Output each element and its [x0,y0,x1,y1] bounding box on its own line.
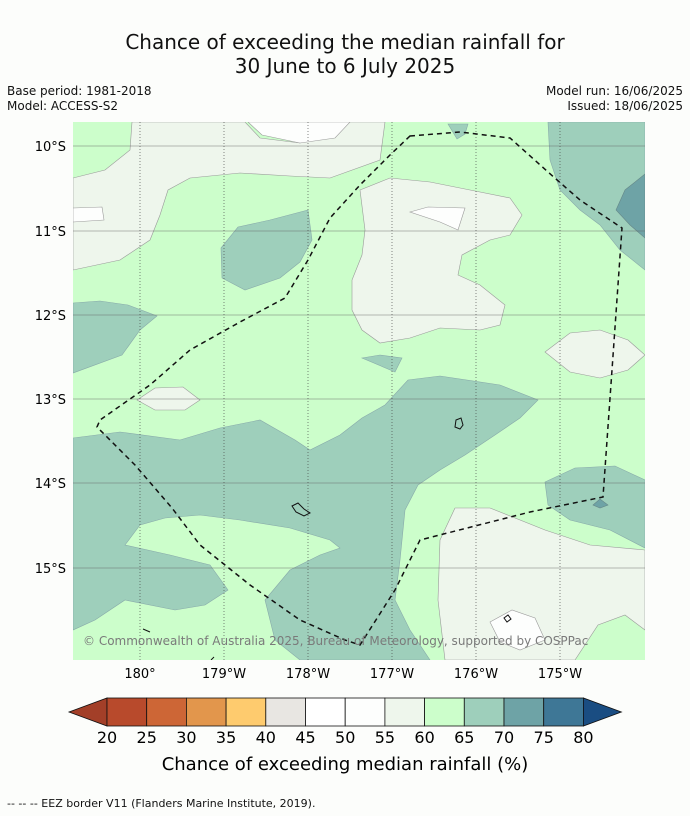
island-icon [291,502,311,517]
base-period: Base period: 1981-2018 [7,84,152,98]
island-icon [503,614,512,623]
model-name: Model: ACCESS-S2 [7,99,119,113]
lon-label: 179°W [202,667,246,682]
region-50-55-north-a [247,122,351,144]
eez-border [96,131,623,646]
colorbar-tick-label: 80 [573,728,593,747]
map-figure: © Commonwealth of Australia 2025, Bureau… [35,122,645,775]
island-icon [142,628,151,633]
colorbar-tick-label: 70 [494,728,514,747]
region-70-75-northeast [615,173,645,239]
lat-label: 13°S [35,393,66,408]
colorbar-segment [225,697,267,727]
lon-label: 178°W [286,667,330,682]
region-65-70-north-blob [220,209,313,291]
colorbar: 20 25 30 35 40 45 50 55 60 65 70 75 80 [67,697,623,747]
meta-left: Base period: 1981-2018 Model: ACCESS-S2 [7,84,152,114]
region-50-55-north-b [408,206,466,231]
map-title: Chance of exceeding the median rainfall … [0,30,690,78]
colorbar-tick-label: 60 [414,728,434,747]
region-50-55-south [489,609,546,651]
region-55-60-west-small [136,386,201,411]
lon-label: 180° [124,667,155,682]
lon-label: 175°W [538,667,582,682]
colorbar-label: Chance of exceeding median rainfall (%) [162,754,529,775]
meta-right: Model run: 16/06/2025 Issued: 18/06/2025 [546,84,683,114]
longitude-labels: 180° 179°W 178°W 177°W 176°W 175°W [124,667,582,682]
colorbar-segment [424,697,465,727]
colorbar-arrow-high [583,697,623,727]
colorbar-tick-label: 65 [454,728,474,747]
colorbar-segment [146,697,187,727]
island-icon [454,417,464,430]
colorbar-tick-label: 40 [256,728,276,747]
colorbar-tick-label: 45 [295,728,315,747]
lon-label: 177°W [370,667,414,682]
region-55-60-east [544,329,645,379]
issued-date: Issued: 18/06/2025 [567,99,683,113]
colorbar-tick-label: 75 [534,728,554,747]
colorbar-tick-label: 30 [176,728,196,747]
colorbar-segment [305,697,346,727]
region-65-70-northeast [547,122,645,271]
colorbar-segment [106,697,148,727]
colorbar-segment [543,697,584,727]
lat-label: 14°S [35,477,66,492]
lat-label: 10°S [35,140,66,155]
colorbar-tick-label: 20 [97,728,117,747]
colorbar-tick-label: 55 [375,728,395,747]
region-55-60-north-center [351,177,523,344]
title-line-2: 30 June to 6 July 2025 [234,54,456,78]
eez-legend-note: -- -- -- EEZ border V11 (Flanders Marine… [7,797,316,810]
region-65-70-south-big [73,375,539,660]
colorbar-segment [503,697,545,727]
region-50-55-west [73,206,105,223]
colorbar-segment [265,697,306,727]
colorbar-segment [463,697,505,727]
region-70-75-east-dot [592,498,609,509]
map-area[interactable]: © Commonwealth of Australia 2025, Bureau… [73,122,645,660]
region-55-60-northwest [73,122,386,271]
colorbar-tick-label: 50 [335,728,355,747]
colorbar-segment [384,697,425,727]
colorbar-tick-label: 25 [137,728,157,747]
colorbar-segment [185,697,227,727]
colorbar-arrow-low [67,697,108,727]
latitude-gridlines [73,145,645,569]
colorbar-segment [344,697,386,727]
model-run: Model run: 16/06/2025 [545,84,683,98]
region-65-70-west [73,300,158,374]
island-icon [210,656,215,660]
lat-label: 11°S [35,225,66,240]
title-line-1: Chance of exceeding the median rainfall … [125,30,565,54]
latitude-labels: 10°S 11°S 12°S 13°S 14°S 15°S [35,140,66,577]
colorbar-tick-label: 35 [216,728,236,747]
region-65-70-east-small [544,465,645,549]
lon-label: 176°W [454,667,498,682]
copyright-text: © Commonwealth of Australia 2025, Bureau… [83,634,588,648]
lat-label: 15°S [35,562,66,577]
lat-label: 12°S [35,309,66,324]
